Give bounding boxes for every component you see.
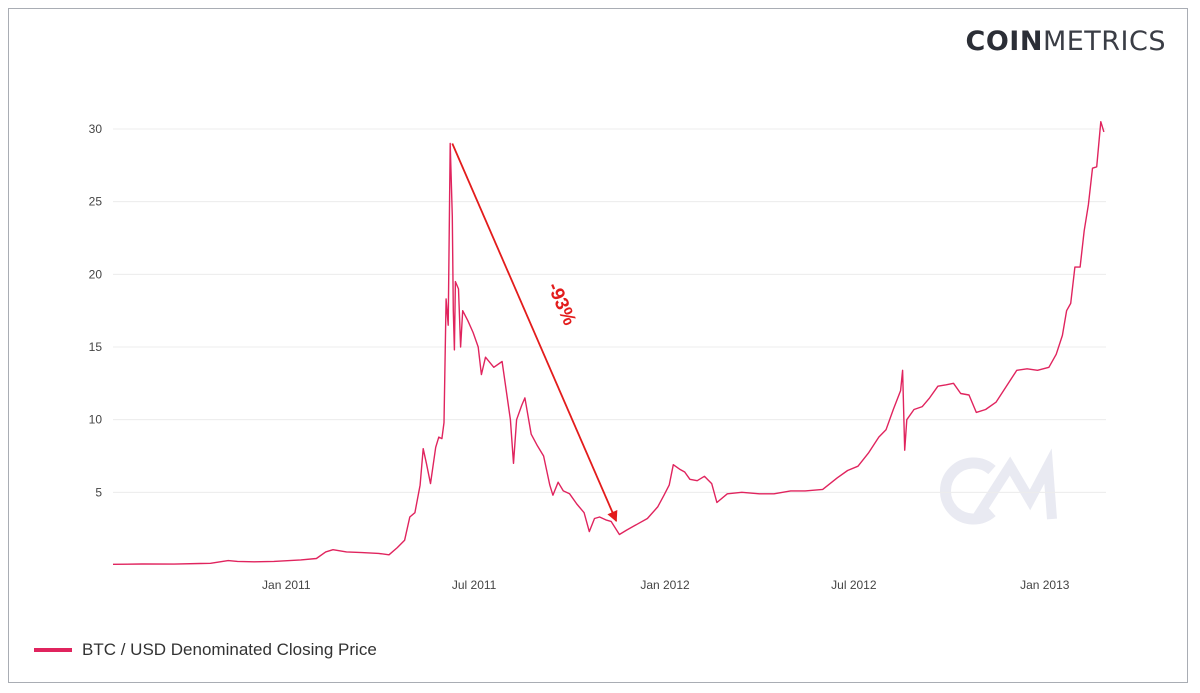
chart-frame bbox=[8, 8, 1188, 683]
btc-price-line bbox=[112, 121, 1105, 565]
logo-text-bold: COIN bbox=[965, 26, 1043, 57]
gridlines bbox=[113, 128, 1106, 493]
cm-watermark-icon bbox=[939, 448, 1057, 525]
x-tick-label: Jul 2012 bbox=[831, 578, 877, 592]
drawdown-label: -93% bbox=[543, 280, 580, 329]
x-axis: Jan 2011 Jul 2011 Jan 2012 Jul 2012 Jan 2013 bbox=[262, 578, 1070, 592]
y-tick-label: 25 bbox=[89, 195, 103, 209]
legend-label: BTC / USD Denominated Closing Price bbox=[82, 640, 377, 659]
y-tick-label: 30 bbox=[89, 122, 103, 136]
x-tick-label: Jan 2011 bbox=[262, 578, 311, 592]
drawdown-arrow bbox=[451, 143, 618, 523]
y-tick-label: 20 bbox=[89, 267, 103, 281]
legend[interactable]: BTC / USD Denominated Closing Price bbox=[34, 640, 377, 660]
y-axis: 5 10 15 20 25 30 bbox=[89, 122, 103, 499]
logo-text-light: METRICS bbox=[1042, 26, 1166, 57]
legend-swatch bbox=[34, 648, 72, 652]
x-tick-label: Jan 2012 bbox=[640, 578, 690, 592]
y-tick-label: 5 bbox=[95, 485, 102, 499]
y-tick-label: 10 bbox=[89, 413, 103, 427]
coinmetrics-logo: COINMETRICS bbox=[966, 26, 1166, 57]
x-tick-label: Jul 2011 bbox=[452, 578, 497, 592]
x-tick-label: Jan 2013 bbox=[1020, 578, 1070, 592]
y-tick-label: 15 bbox=[89, 340, 103, 354]
